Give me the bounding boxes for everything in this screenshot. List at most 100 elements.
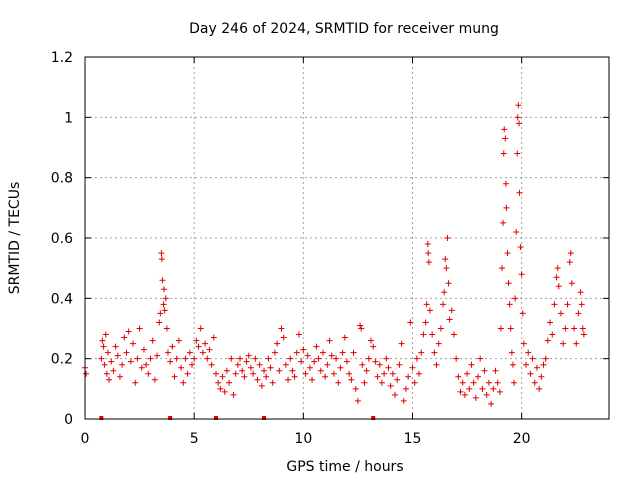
data-point — [450, 331, 457, 338]
data-point — [258, 382, 265, 389]
data-point — [112, 343, 119, 350]
data-point — [504, 250, 511, 257]
data-point — [502, 135, 509, 142]
data-point — [100, 343, 107, 350]
data-point — [116, 373, 123, 380]
data-point — [442, 256, 449, 263]
data-point — [311, 358, 318, 365]
data-point — [514, 150, 521, 157]
data-point — [568, 280, 575, 287]
data-point — [464, 370, 471, 377]
data-point — [175, 337, 182, 344]
data-point — [193, 337, 200, 344]
data-point — [566, 259, 573, 266]
data-point — [103, 370, 110, 377]
data-point — [479, 385, 486, 392]
data-point — [429, 331, 436, 338]
data-point — [542, 355, 549, 362]
data-point — [515, 102, 522, 109]
data-point — [313, 343, 320, 350]
data-point — [555, 283, 562, 290]
data-point — [448, 307, 455, 314]
data-point — [230, 391, 237, 398]
data-point — [578, 301, 585, 308]
data-point — [337, 364, 344, 371]
x-markers-layer — [99, 416, 376, 420]
data-point — [335, 379, 342, 386]
data-point — [509, 361, 516, 368]
data-point — [441, 289, 448, 296]
data-point — [370, 343, 377, 350]
data-point — [500, 150, 507, 157]
data-point — [416, 370, 423, 377]
data-point — [114, 352, 121, 359]
data-point — [169, 343, 176, 350]
data-point — [326, 337, 333, 344]
data-point — [507, 325, 514, 332]
x-axis-marker — [262, 416, 267, 420]
data-point — [424, 241, 431, 248]
data-point — [159, 277, 166, 284]
data-point — [252, 355, 259, 362]
data-point — [199, 349, 206, 356]
data-point — [372, 358, 379, 365]
data-point — [359, 361, 366, 368]
data-point — [127, 358, 134, 365]
data-point — [402, 385, 409, 392]
data-point — [433, 361, 440, 368]
y-tick-label: 0.8 — [51, 171, 73, 187]
data-point — [285, 376, 292, 383]
data-point — [499, 265, 506, 272]
x-tick-label: 20 — [513, 431, 531, 447]
data-point — [101, 361, 108, 368]
data-point — [352, 385, 359, 392]
data-point — [557, 310, 564, 317]
data-point — [392, 391, 399, 398]
data-point — [571, 325, 578, 332]
data-point — [376, 361, 383, 368]
data-point — [533, 364, 540, 371]
x-axis-marker — [371, 416, 376, 420]
data-point — [157, 310, 164, 317]
data-point — [339, 349, 346, 356]
data-point — [553, 274, 560, 281]
data-point — [237, 355, 244, 362]
data-point — [274, 340, 281, 347]
data-point — [158, 256, 165, 263]
data-point — [426, 307, 433, 314]
data-point — [210, 334, 217, 341]
data-point — [132, 379, 139, 386]
data-point — [213, 370, 219, 377]
data-point — [278, 325, 285, 332]
data-point — [298, 358, 305, 365]
data-point — [110, 367, 117, 374]
data-point — [520, 340, 527, 347]
data-point — [405, 373, 412, 380]
data-point — [276, 367, 283, 374]
data-point — [134, 355, 141, 362]
data-point — [250, 370, 257, 377]
points-layer — [82, 102, 587, 407]
data-point — [562, 325, 569, 332]
data-point — [457, 388, 464, 395]
data-point — [400, 397, 407, 404]
data-point — [119, 361, 126, 368]
data-point — [435, 340, 442, 347]
data-point — [361, 379, 368, 386]
data-point — [579, 325, 586, 332]
data-point — [453, 355, 460, 362]
data-point — [517, 244, 524, 251]
data-point — [468, 361, 475, 368]
data-point — [446, 316, 453, 323]
data-point — [513, 228, 520, 235]
data-point — [151, 376, 158, 383]
data-point — [98, 355, 105, 362]
data-point — [394, 376, 401, 383]
y-tick-label: 1.2 — [51, 50, 73, 66]
data-point — [497, 325, 504, 332]
data-point — [540, 361, 547, 368]
data-point — [302, 370, 309, 377]
data-point — [523, 361, 530, 368]
